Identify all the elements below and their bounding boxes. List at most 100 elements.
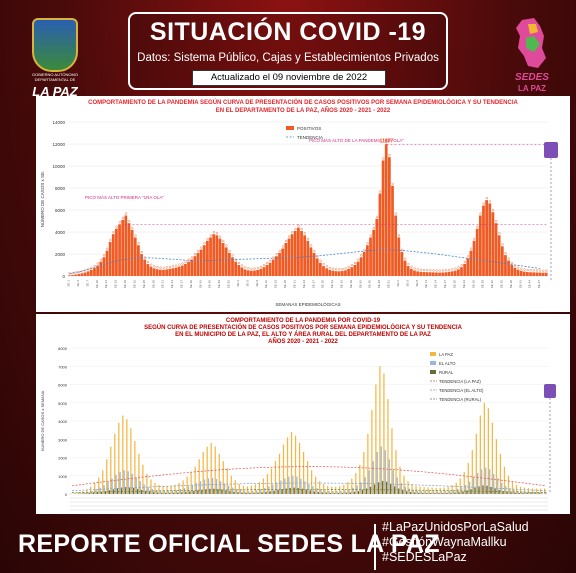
chart1-xtick: SE 48 <box>377 280 381 289</box>
chart2-legend-label: TENDENCIA (RURAL) <box>439 397 482 402</box>
chart2-bar-rural <box>349 492 352 494</box>
chart1-bar <box>278 252 281 276</box>
chart1-point-marker <box>168 265 172 268</box>
chart2-title-line4: AÑOS 2020 - 2021 - 2022 <box>268 339 338 345</box>
chart1-xtick: SE 23 <box>462 280 466 289</box>
chart1-xtick: SE 44 <box>528 280 532 289</box>
chart2-ylabel: NUMERO DE CASOS x SEMANA <box>40 390 45 451</box>
chart1-xtick: SE 39 <box>349 280 353 289</box>
chart1-point-marker <box>181 262 184 265</box>
hashtag-list: #LaPazUnidosPorLaSalud #GestiónWaynaMall… <box>382 520 529 565</box>
chart2-bar-la-paz <box>90 486 92 494</box>
chart2-bar-rural <box>177 492 179 494</box>
chart1-point-marker <box>165 266 168 269</box>
logo-left-name: LA PAZ <box>32 84 78 99</box>
chart2-bar-el-alto <box>199 481 202 494</box>
chart2-bar-rural <box>92 492 95 494</box>
chart1-title-line1: COMPORTAMIENTO DE LA PANDEMIA SEGÚN CURV… <box>88 100 518 106</box>
chart2-bar-rural <box>185 491 187 494</box>
chart2-bar-el-alto <box>477 473 479 494</box>
footer-title: REPORTE OFICIAL SEDES LA PAZ <box>18 530 440 558</box>
chart1-point-marker <box>498 232 501 235</box>
chart1-point-marker <box>375 215 379 218</box>
chart2-bar-rural <box>257 492 259 494</box>
chart1-bar <box>290 234 294 276</box>
chart2-bar-la-paz <box>130 428 132 494</box>
chart2-bar-rural <box>454 492 456 494</box>
chart2-bar-el-alto <box>384 450 386 494</box>
chart1-bar <box>99 261 103 276</box>
chart2-bar-rural <box>333 492 336 494</box>
chart2-bar-el-alto <box>448 490 451 494</box>
chart2-bar-rural <box>494 488 496 494</box>
chart1-point-marker <box>187 258 190 261</box>
sedes-logo: SEDES LA PAZ <box>500 16 564 100</box>
chart1-point-marker <box>225 244 228 247</box>
chart1-ytick: 14000 <box>52 120 65 125</box>
chart1-xtick: SE 32 <box>490 280 494 289</box>
chart2-bar-la-paz <box>102 470 104 494</box>
chart2-bar-rural <box>144 490 147 494</box>
chart1-xtick: SE 38 <box>509 280 513 289</box>
chart1-point-marker <box>215 232 219 235</box>
chart1-point-marker <box>175 264 178 267</box>
chart2-bar-la-paz <box>198 459 200 494</box>
chart2-bar-la-paz <box>126 419 128 494</box>
chart2-bar-la-paz <box>407 481 409 494</box>
chart1-bar <box>488 203 492 276</box>
chart2-bar-el-alto <box>533 491 535 494</box>
chart1-xtick: SE 11 <box>424 280 428 288</box>
chart2-bar-el-alto <box>244 490 246 494</box>
chart1-point-marker <box>542 269 545 272</box>
chart1-xtick: SE 37 <box>180 280 184 289</box>
chart2-bar-rural <box>357 491 360 494</box>
chart2-bar-el-alto <box>501 482 503 494</box>
chart2-bar-la-paz <box>154 483 156 494</box>
chart2-bar-la-paz <box>182 480 184 494</box>
chart2-bar-rural <box>120 487 123 494</box>
chart1-point-marker <box>162 266 165 269</box>
chart1-point-marker <box>219 235 222 238</box>
chart1-bar <box>353 265 357 276</box>
chart2-bar-rural <box>398 488 400 494</box>
chart2-ytick: 0 <box>65 492 68 497</box>
chart2-bar-la-paz <box>234 480 236 494</box>
chart1-bar <box>237 265 241 276</box>
chart1-bar <box>89 269 93 276</box>
chart2-bar-rural <box>245 492 247 494</box>
chart2-bar-rural <box>530 493 532 494</box>
chart2-bar-rural <box>265 491 267 494</box>
chart1-point-marker <box>385 141 388 144</box>
chart1-bar <box>441 272 445 276</box>
chart2-bar-la-paz <box>210 442 212 494</box>
chart2-bar-rural <box>132 487 135 494</box>
chart2-bar-el-alto <box>183 487 186 494</box>
chart1-point-marker <box>363 248 366 251</box>
chart1-point-marker <box>532 269 535 272</box>
chart2-ytick: 6000 <box>58 383 68 388</box>
chart2-bar-la-paz <box>206 446 208 494</box>
chart1-point-marker <box>460 264 463 267</box>
chart2-bar-la-paz <box>391 428 393 494</box>
chart2-bar-el-alto <box>91 490 93 494</box>
chart1-bar <box>315 258 319 276</box>
chart2-bar-el-alto <box>416 490 419 494</box>
chart2-bar-el-alto <box>464 484 467 494</box>
chart1-bar <box>262 267 266 276</box>
chart2-bar-rural <box>422 492 424 494</box>
chart2-bar-la-paz <box>306 461 309 494</box>
chart1-bar <box>469 250 473 276</box>
chart1-point-marker <box>372 226 375 229</box>
chart1-bar <box>83 272 87 276</box>
chart2-bar-rural <box>506 491 508 494</box>
chart1-bar <box>243 269 247 276</box>
chart1-point-marker <box>212 231 215 234</box>
chart1-bar <box>140 254 143 276</box>
chart2-bar-rural <box>369 486 372 494</box>
chart2-bar-rural <box>462 491 464 494</box>
chart2-bar-la-paz <box>178 483 180 494</box>
chart2-bar-rural <box>273 490 275 494</box>
chart1-point-marker <box>523 268 526 271</box>
chart1-bar <box>340 270 344 276</box>
chart1-point-marker <box>369 234 372 237</box>
